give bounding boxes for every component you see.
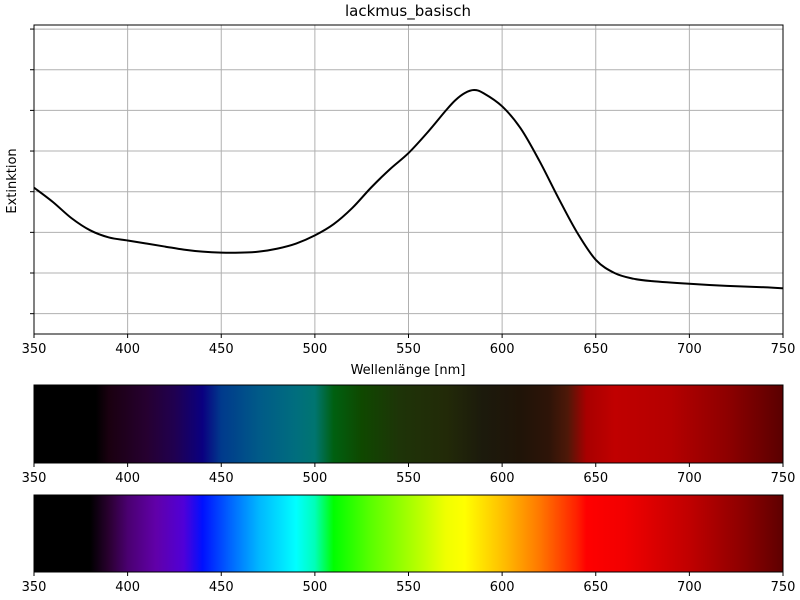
x-tick-label: 650 <box>583 342 608 357</box>
x-tick-label: 400 <box>115 580 140 595</box>
x-tick-label: 750 <box>771 580 796 595</box>
x-tick-label: 550 <box>396 580 421 595</box>
x-axis-label: Wellenlänge [nm] <box>351 363 466 378</box>
absorbed-spectrum-bar: 350 400 450 500 550 600 650 700 750 <box>22 384 796 486</box>
main-y-axis <box>30 28 34 315</box>
x-tick-label: 650 <box>583 471 608 486</box>
main-plot: lackmus_basisch 350 400 450 500 550 600 650 700… <box>5 2 795 378</box>
x-tick-label: 750 <box>771 471 796 486</box>
x-tick-label: 400 <box>115 471 140 486</box>
main-grid <box>33 25 784 334</box>
x-tick-label: 550 <box>396 471 421 486</box>
x-tick-label: 350 <box>22 471 47 486</box>
visible-spectrum-fill <box>34 495 783 572</box>
extinction-line <box>34 89 783 290</box>
x-tick-label: 450 <box>209 580 234 595</box>
x-tick-label: 550 <box>396 342 421 357</box>
x-tick-label: 450 <box>209 342 234 357</box>
absorbed-spectrum-fill <box>34 385 783 463</box>
x-tick-label: 700 <box>677 471 702 486</box>
x-tick-label: 350 <box>22 580 47 595</box>
x-tick-label: 600 <box>490 580 515 595</box>
x-tick-label: 650 <box>583 580 608 595</box>
x-tick-label: 750 <box>771 342 796 357</box>
x-tick-label: 500 <box>302 471 327 486</box>
chart-title: lackmus_basisch <box>345 2 471 21</box>
x-tick-label: 450 <box>209 471 234 486</box>
x-tick-label: 600 <box>490 471 515 486</box>
y-axis-label: Extinktion <box>5 148 20 213</box>
x-tick-label: 700 <box>677 342 702 357</box>
x-tick-label: 400 <box>115 342 140 357</box>
visible-spectrum-x-axis: 350 400 450 500 550 600 650 700 750 <box>22 572 796 595</box>
main-x-axis: 350 400 450 500 550 600 650 700 750 <box>22 334 796 357</box>
x-tick-label: 500 <box>302 580 327 595</box>
x-tick-label: 600 <box>490 342 515 357</box>
x-tick-label: 500 <box>302 342 327 357</box>
x-tick-label: 350 <box>22 342 47 357</box>
absorbed-spectrum-x-axis: 350 400 450 500 550 600 650 700 750 <box>22 463 796 486</box>
x-tick-label: 700 <box>677 580 702 595</box>
visible-spectrum-bar: 350 400 450 500 550 600 650 700 750 <box>22 494 796 595</box>
